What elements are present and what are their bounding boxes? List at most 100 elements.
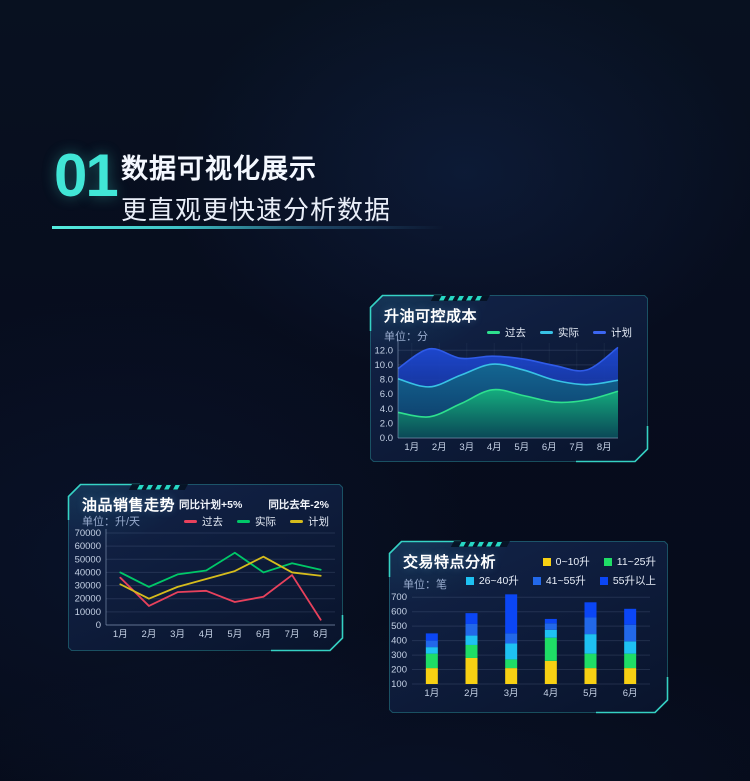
svg-text:8月: 8月 bbox=[313, 629, 328, 640]
legend-label: 26~40升 bbox=[478, 575, 519, 587]
legend-row: 0~10升 11~25升 bbox=[542, 554, 656, 569]
svg-text:10.0: 10.0 bbox=[375, 360, 394, 371]
legend-marker-icon bbox=[593, 331, 606, 334]
legend-label: 计划 bbox=[308, 516, 329, 528]
cost-area-chart: 0.0 2.0 4.0 6.0 8.0 10.0 12.0 1月 2月 3月 4月 5月 6月 7月 8月 bbox=[375, 339, 619, 453]
svg-text:700: 700 bbox=[391, 592, 407, 603]
svg-text:6月: 6月 bbox=[542, 442, 557, 453]
svg-text:6.0: 6.0 bbox=[380, 389, 393, 400]
panel-background bbox=[68, 484, 343, 651]
svg-text:2月: 2月 bbox=[464, 688, 479, 699]
svg-text:1月: 1月 bbox=[424, 688, 439, 699]
legend-marker-icon bbox=[542, 557, 551, 566]
svg-text:200: 200 bbox=[391, 665, 407, 676]
page-title: 数据可视化展示 bbox=[121, 154, 317, 184]
legend-row: 过去 实际 计划 bbox=[184, 514, 329, 529]
legend-marker-icon bbox=[184, 520, 197, 523]
page-subtitle: 更直观更快速分析数据 bbox=[121, 195, 392, 225]
legend-label: 过去 bbox=[202, 516, 223, 528]
svg-text:300: 300 bbox=[391, 650, 407, 661]
sales-line-chart: 0 10000 20000 30000 40000 50000 60000 70000 1月 2月… bbox=[75, 528, 335, 640]
svg-text:8月: 8月 bbox=[597, 442, 612, 453]
legend-label: 过去 bbox=[505, 327, 526, 339]
unit-label: 单位：分 bbox=[384, 331, 428, 343]
svg-text:30000: 30000 bbox=[75, 581, 101, 592]
svg-text:2.0: 2.0 bbox=[380, 418, 393, 429]
svg-text:600: 600 bbox=[391, 607, 407, 618]
svg-text:4.0: 4.0 bbox=[380, 404, 393, 415]
unit-label: 单位：笔 bbox=[403, 579, 447, 591]
panel-title: 升油可控成本 bbox=[384, 308, 478, 325]
legend-marker-icon bbox=[290, 520, 303, 523]
svg-text:100: 100 bbox=[391, 679, 407, 690]
svg-text:4月: 4月 bbox=[543, 688, 558, 699]
legend-label: 11~25升 bbox=[616, 556, 656, 568]
svg-text:6月: 6月 bbox=[256, 629, 271, 640]
svg-text:70000: 70000 bbox=[75, 528, 101, 539]
svg-text:4月: 4月 bbox=[487, 442, 502, 453]
svg-text:12.0: 12.0 bbox=[375, 345, 394, 356]
svg-text:1月: 1月 bbox=[113, 629, 128, 640]
svg-text:3月: 3月 bbox=[170, 629, 185, 640]
panel-frame bbox=[67, 483, 344, 652]
annotation-vs-lastyear: 同比去年-2% bbox=[268, 499, 329, 511]
panel-frame bbox=[388, 540, 669, 714]
svg-text:5月: 5月 bbox=[227, 629, 242, 640]
svg-text:10000: 10000 bbox=[75, 607, 101, 618]
legend-item[interactable]: 过去 bbox=[487, 325, 526, 340]
svg-text:7月: 7月 bbox=[569, 442, 584, 453]
svg-text:2月: 2月 bbox=[432, 442, 447, 453]
svg-text:6月: 6月 bbox=[623, 688, 638, 699]
panel-sales-chart: 油品销售走势 同比计划+5% 同比去年-2% 单位：升/天 过去 实际 计划 0 10… bbox=[67, 483, 344, 652]
svg-text:7月: 7月 bbox=[285, 629, 300, 640]
trade-bar-chart: 100 200 300 400 500 600 700 1月 2月 3月 4月 5月 6月 bbox=[391, 592, 650, 699]
panel-title: 油品销售走势 bbox=[82, 497, 176, 514]
annotation-vs-plan: 同比计划+5% bbox=[179, 499, 243, 511]
legend-row: 过去 实际 计划 bbox=[487, 325, 632, 340]
legend-item[interactable]: 过去 bbox=[184, 514, 223, 529]
legend-item[interactable]: 计划 bbox=[593, 325, 632, 340]
legend-item[interactable]: 55升以上 bbox=[599, 573, 656, 588]
chart-legend[interactable]: 0~10升 11~25升 26~40升 41~55升 55升以上 bbox=[465, 554, 656, 588]
legend-label: 41~55升 bbox=[545, 575, 586, 587]
comparison-annotations: 同比计划+5% 同比去年-2% bbox=[179, 497, 329, 512]
legend-marker-icon bbox=[487, 331, 500, 334]
svg-text:2月: 2月 bbox=[142, 629, 157, 640]
svg-text:0: 0 bbox=[96, 620, 101, 631]
legend-label: 实际 bbox=[558, 327, 579, 339]
panel-trade-chart: 交易特点分析 单位：笔 0~10升 11~25升 26~40升 41~55升 55升以上… bbox=[388, 540, 669, 714]
panel-title: 交易特点分析 bbox=[403, 554, 497, 571]
legend-marker-icon bbox=[540, 331, 553, 334]
panel-frame bbox=[369, 294, 649, 463]
svg-text:3月: 3月 bbox=[459, 442, 474, 453]
svg-text:50000: 50000 bbox=[75, 554, 101, 565]
svg-text:5月: 5月 bbox=[583, 688, 598, 699]
legend-item[interactable]: 26~40升 bbox=[465, 573, 519, 588]
legend-item[interactable]: 11~25升 bbox=[603, 554, 656, 569]
svg-text:400: 400 bbox=[391, 636, 407, 647]
legend-marker-icon bbox=[599, 576, 608, 585]
legend-label: 计划 bbox=[611, 327, 632, 339]
chart-legend[interactable]: 过去 实际 计划 bbox=[487, 325, 632, 340]
svg-text:8.0: 8.0 bbox=[380, 375, 393, 386]
legend-row: 26~40升 41~55升 55升以上 bbox=[465, 573, 656, 588]
chart-legend[interactable]: 过去 实际 计划 bbox=[184, 514, 329, 529]
legend-item[interactable]: 实际 bbox=[540, 325, 579, 340]
svg-text:4月: 4月 bbox=[199, 629, 214, 640]
title-underline bbox=[52, 226, 444, 229]
legend-item[interactable]: 实际 bbox=[237, 514, 276, 529]
svg-text:60000: 60000 bbox=[75, 541, 101, 552]
section-number: 01 bbox=[54, 142, 119, 209]
panel-background bbox=[389, 541, 668, 713]
legend-item[interactable]: 41~55升 bbox=[532, 573, 586, 588]
legend-marker-icon bbox=[532, 576, 541, 585]
panel-cost-chart: 升油可控成本 单位：分 过去 实际 计划 0.0 2.0 4.0 6.0 8.0 10.0 12… bbox=[369, 294, 649, 463]
legend-item[interactable]: 0~10升 bbox=[542, 554, 590, 569]
legend-label: 55升以上 bbox=[612, 575, 656, 587]
legend-item[interactable]: 计划 bbox=[290, 514, 329, 529]
svg-text:40000: 40000 bbox=[75, 567, 101, 578]
svg-text:5月: 5月 bbox=[514, 442, 529, 453]
svg-text:0.0: 0.0 bbox=[380, 433, 393, 444]
legend-marker-icon bbox=[465, 576, 474, 585]
